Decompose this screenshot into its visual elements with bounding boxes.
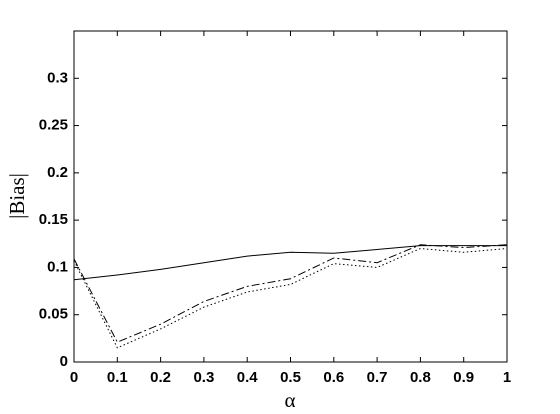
x-tick-label: 0.2 [150, 369, 171, 386]
series-line [73, 248, 508, 349]
x-tick-label: 0.9 [453, 369, 474, 386]
y-axis-label: |Bias| [5, 173, 29, 219]
y-tick-label: 0 [60, 353, 68, 370]
x-tick-label: 0.7 [367, 369, 388, 386]
x-axis-label: α [284, 388, 295, 412]
x-tick-label: 0.5 [280, 369, 301, 386]
series-line [73, 244, 508, 343]
x-tick-label: 0.1 [107, 369, 128, 386]
y-tick-label: 0.1 [47, 258, 68, 275]
y-tick-label: 0.2 [47, 164, 68, 181]
y-tick-label: 0.15 [39, 211, 68, 228]
x-tick-label: 1 [503, 369, 511, 386]
x-tick-label: 0.6 [323, 369, 344, 386]
y-tick-label: 0.05 [39, 306, 68, 323]
x-tick-label: 0.3 [193, 369, 214, 386]
x-tick-label: 0 [70, 369, 78, 386]
x-tick-label: 0.4 [237, 369, 259, 386]
x-tick-label: 0.8 [410, 369, 431, 386]
y-tick-label: 0.3 [47, 69, 68, 86]
plot-frame [73, 30, 508, 363]
y-tick-label: 0.25 [39, 117, 68, 134]
